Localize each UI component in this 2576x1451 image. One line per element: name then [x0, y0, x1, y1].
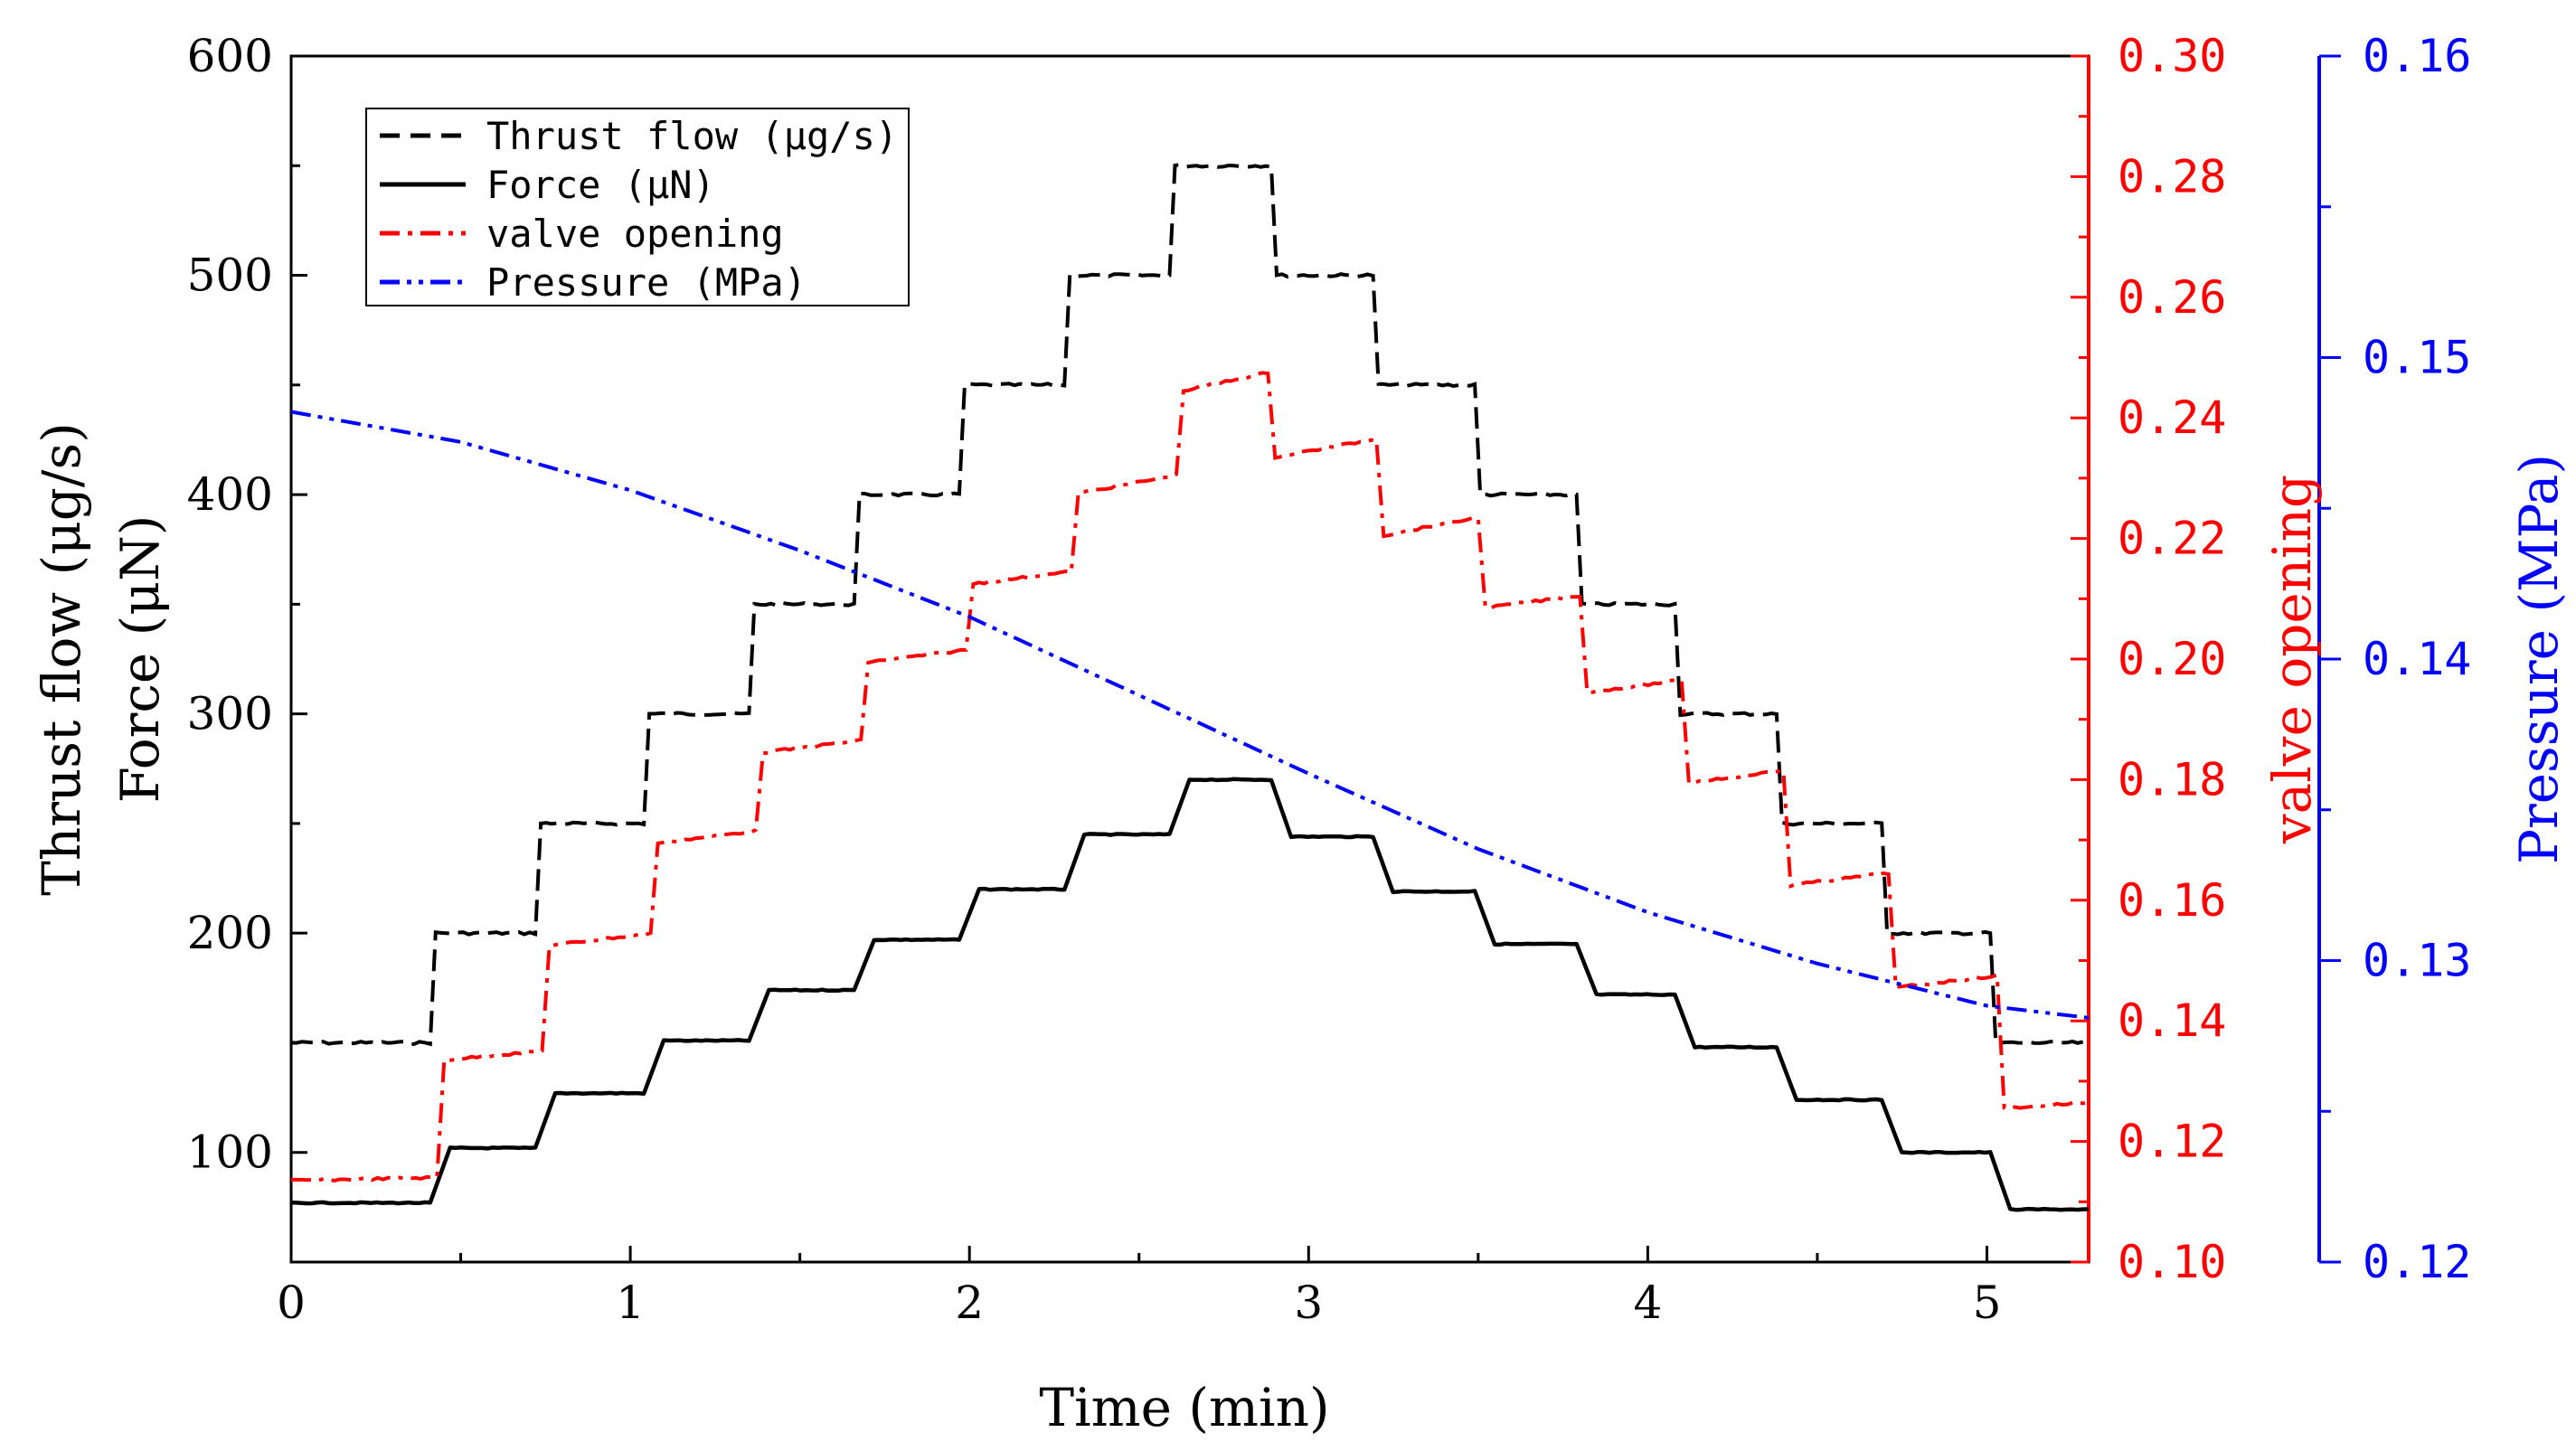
y2-tick-label: 0.24: [2118, 391, 2226, 444]
y2-axis-title-valve: valve opening: [2261, 475, 2323, 844]
y2-tick-label: 0.20: [2118, 633, 2226, 685]
y3-tick-label: 0.14: [2363, 633, 2471, 685]
y2-tick-label: 0.10: [2118, 1236, 2226, 1288]
y2-tick-label: 0.30: [2118, 30, 2226, 82]
y-axis-title-force: Force (μN): [109, 515, 171, 804]
series-force: [291, 777, 2089, 1212]
series-layer: [291, 163, 2089, 1212]
ticks-layer: 0 1 2 3 4 5 100 200 300 400 500 600 0.10 0.12 0.14 0.16…: [187, 30, 2472, 1329]
x-tick-label: 2: [955, 1277, 984, 1329]
y2-tick-label: 0.14: [2118, 994, 2226, 1047]
x-tick-label: 4: [1633, 1277, 1662, 1329]
y-tick-label: 300: [187, 688, 273, 740]
y-tick-label: 600: [187, 30, 273, 82]
y2-tick-label: 0.28: [2118, 150, 2226, 203]
y3-tick-label: 0.13: [2363, 935, 2471, 987]
legend: Thrust flow (μg/s) Force (μN) valve open…: [365, 108, 910, 306]
y-tick-label: 400: [187, 468, 273, 521]
y2-tick-label: 0.16: [2118, 874, 2226, 927]
y2-tick-label: 0.26: [2118, 271, 2226, 324]
y3-tick-label: 0.16: [2363, 30, 2471, 82]
x-tick-label: 1: [616, 1277, 645, 1329]
y3-tick-label: 0.12: [2363, 1236, 2471, 1288]
y-axis-title-thrust: Thrust flow (μg/s): [31, 422, 92, 896]
legend-label-valve: valve opening: [486, 212, 784, 256]
y3-tick-label: 0.15: [2363, 332, 2471, 384]
legend-label-thrust: Thrust flow (μg/s): [486, 114, 898, 158]
series-pressure: [291, 410, 2089, 1020]
y-tick-label: 500: [187, 250, 273, 302]
y2-tick-label: 0.18: [2118, 753, 2226, 806]
series-valve-opening: [291, 371, 2089, 1183]
x-axis-title: Time (min): [1039, 1377, 1329, 1438]
legend-label-force: Force (μN): [486, 163, 715, 207]
legend-label-pressure: Pressure (MPa): [486, 260, 807, 305]
x-tick-label: 5: [1973, 1277, 2002, 1329]
y2-tick-label: 0.12: [2118, 1116, 2226, 1168]
y2-tick-label: 0.22: [2118, 513, 2226, 565]
y3-axis-title-pressure: Pressure (MPa): [2508, 454, 2570, 864]
legend-box: [365, 108, 910, 306]
x-tick-label: 3: [1294, 1277, 1323, 1329]
y-tick-label: 100: [187, 1126, 273, 1179]
x-tick-label: 0: [277, 1277, 306, 1329]
y-tick-label: 200: [187, 907, 273, 959]
